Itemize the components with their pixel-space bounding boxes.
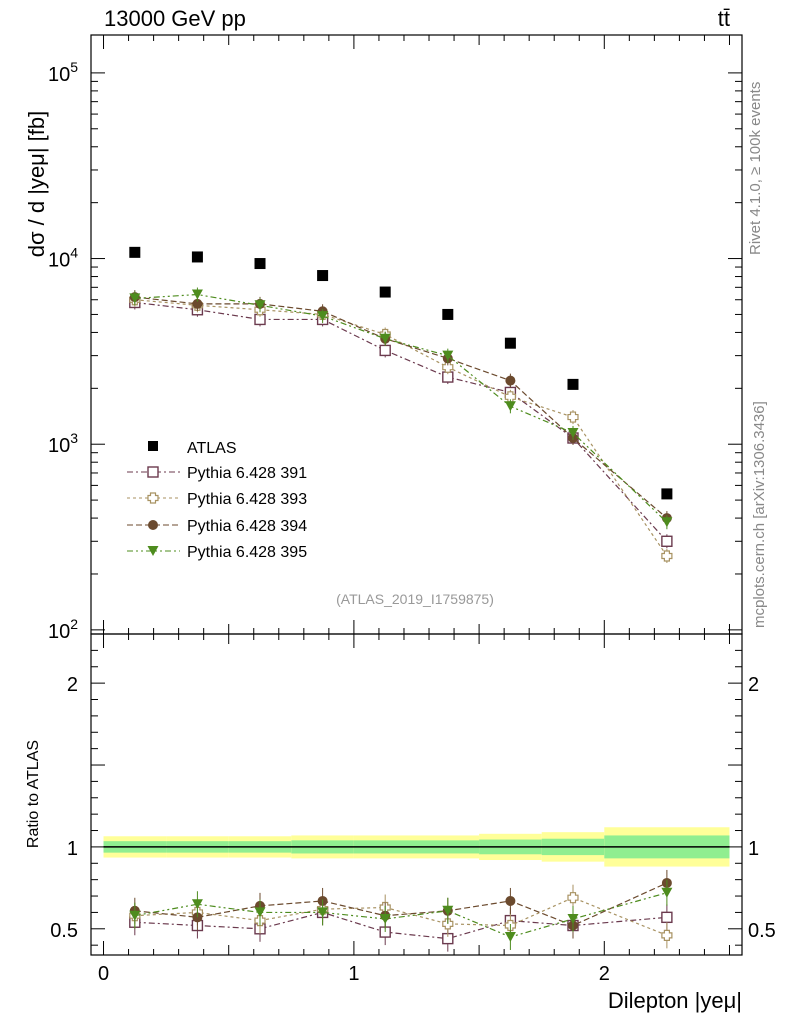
- main-point: [567, 411, 579, 423]
- header-left: 13000 GeV pp: [104, 6, 246, 31]
- ratio-series-line: [134, 882, 668, 927]
- main-point: [254, 300, 266, 311]
- main-point: [505, 375, 516, 386]
- legend-atlas-marker: [148, 441, 158, 451]
- main-point: [661, 488, 673, 500]
- main-point: [191, 251, 203, 263]
- main-ylabel: dσ / d |yeμ| [fb]: [24, 111, 49, 258]
- main-point: [567, 427, 579, 438]
- ratio-ytick-label-left: 2: [67, 674, 78, 696]
- ratio-ytick-label-left: 0.5: [50, 920, 78, 942]
- ratio-point: [504, 931, 516, 942]
- legend-394-marker: [148, 520, 158, 530]
- legend-393-marker: [147, 492, 159, 504]
- mcplots-label: mcplots.cern.ch [arXiv:1306.3436]: [751, 401, 768, 628]
- ratio-xlabel: Dilepton |yeμ|: [608, 988, 742, 1013]
- main-point: [504, 401, 516, 412]
- main-series-line: [134, 296, 668, 519]
- main-point: [661, 550, 673, 562]
- main-point: [442, 361, 454, 373]
- ratio-point: [192, 912, 203, 923]
- main-ytick-label: 102: [48, 616, 78, 643]
- main-point: [661, 517, 673, 528]
- ratio-xtick-label: 1: [348, 963, 359, 985]
- ratio-xtick-label: 2: [599, 963, 610, 985]
- main-point: [442, 308, 454, 320]
- ratio-ytick-label-right: 2: [748, 674, 759, 696]
- main-ytick-label: 105: [48, 59, 78, 86]
- header-right: tt̄: [718, 6, 730, 31]
- legend-atlas: ATLAS: [187, 440, 237, 457]
- main-point: [191, 289, 203, 300]
- main-point: [661, 535, 673, 547]
- legend-395: Pythia 6.428 395: [187, 544, 307, 561]
- main-point: [379, 344, 391, 357]
- main-series-line: [134, 293, 668, 523]
- legend-394: Pythia 6.428 394: [187, 518, 307, 535]
- ratio-frame: [90, 633, 743, 956]
- main-series-line: [134, 301, 668, 542]
- ratio-ytick-label-left: 1: [67, 838, 78, 860]
- ratio-point: [661, 887, 673, 898]
- ratio-point: [129, 910, 141, 921]
- legend-391-marker: [147, 466, 159, 478]
- ratio-point: [317, 907, 329, 918]
- ratio-point: [661, 911, 673, 924]
- ratio-point: [379, 913, 391, 924]
- ratio-point: [191, 899, 203, 910]
- plot-layer: 102 103 104 105 0.5 0.5 1 1 2 2 0 1 2: [48, 34, 776, 985]
- ratio-point: [442, 905, 454, 916]
- main-point: [442, 350, 454, 361]
- analysis-watermark: (ATLAS_2019_I1759875): [336, 591, 494, 607]
- main-ytick-label: 104: [48, 245, 78, 272]
- ratio-point: [505, 895, 516, 906]
- main-point: [192, 298, 203, 309]
- legend-393: Pythia 6.428 393: [187, 491, 307, 508]
- ratio-ytick-label-right: 0.5: [748, 920, 776, 942]
- rivet-label: Rivet 4.1.0, ≥ 100k events: [747, 82, 764, 255]
- ratio-point: [567, 892, 579, 904]
- legend-391: Pythia 6.428 391: [187, 465, 307, 482]
- legend: ATLAS Pythia 6.428 391 Pythia 6.428 393 …: [127, 440, 307, 561]
- main-point: [317, 311, 329, 322]
- ratio-ytick-label-right: 1: [748, 838, 759, 860]
- main-point: [567, 378, 579, 390]
- ratio-point: [254, 907, 266, 918]
- main-point: [379, 286, 391, 298]
- main-ytick-label: 103: [48, 430, 78, 457]
- main-point: [254, 258, 266, 270]
- ratio-point: [661, 929, 673, 941]
- legend-395-marker: [147, 546, 159, 556]
- main-point: [129, 246, 141, 258]
- ratio-xtick-label: 0: [98, 963, 109, 985]
- ratio-point: [442, 918, 454, 930]
- main-point: [129, 293, 141, 304]
- ratio-ylabel: Ratio to ATLAS: [25, 740, 42, 848]
- ratio-point: [567, 913, 579, 924]
- main-point: [504, 337, 516, 349]
- main-point: [317, 270, 329, 282]
- main-point: [379, 333, 391, 344]
